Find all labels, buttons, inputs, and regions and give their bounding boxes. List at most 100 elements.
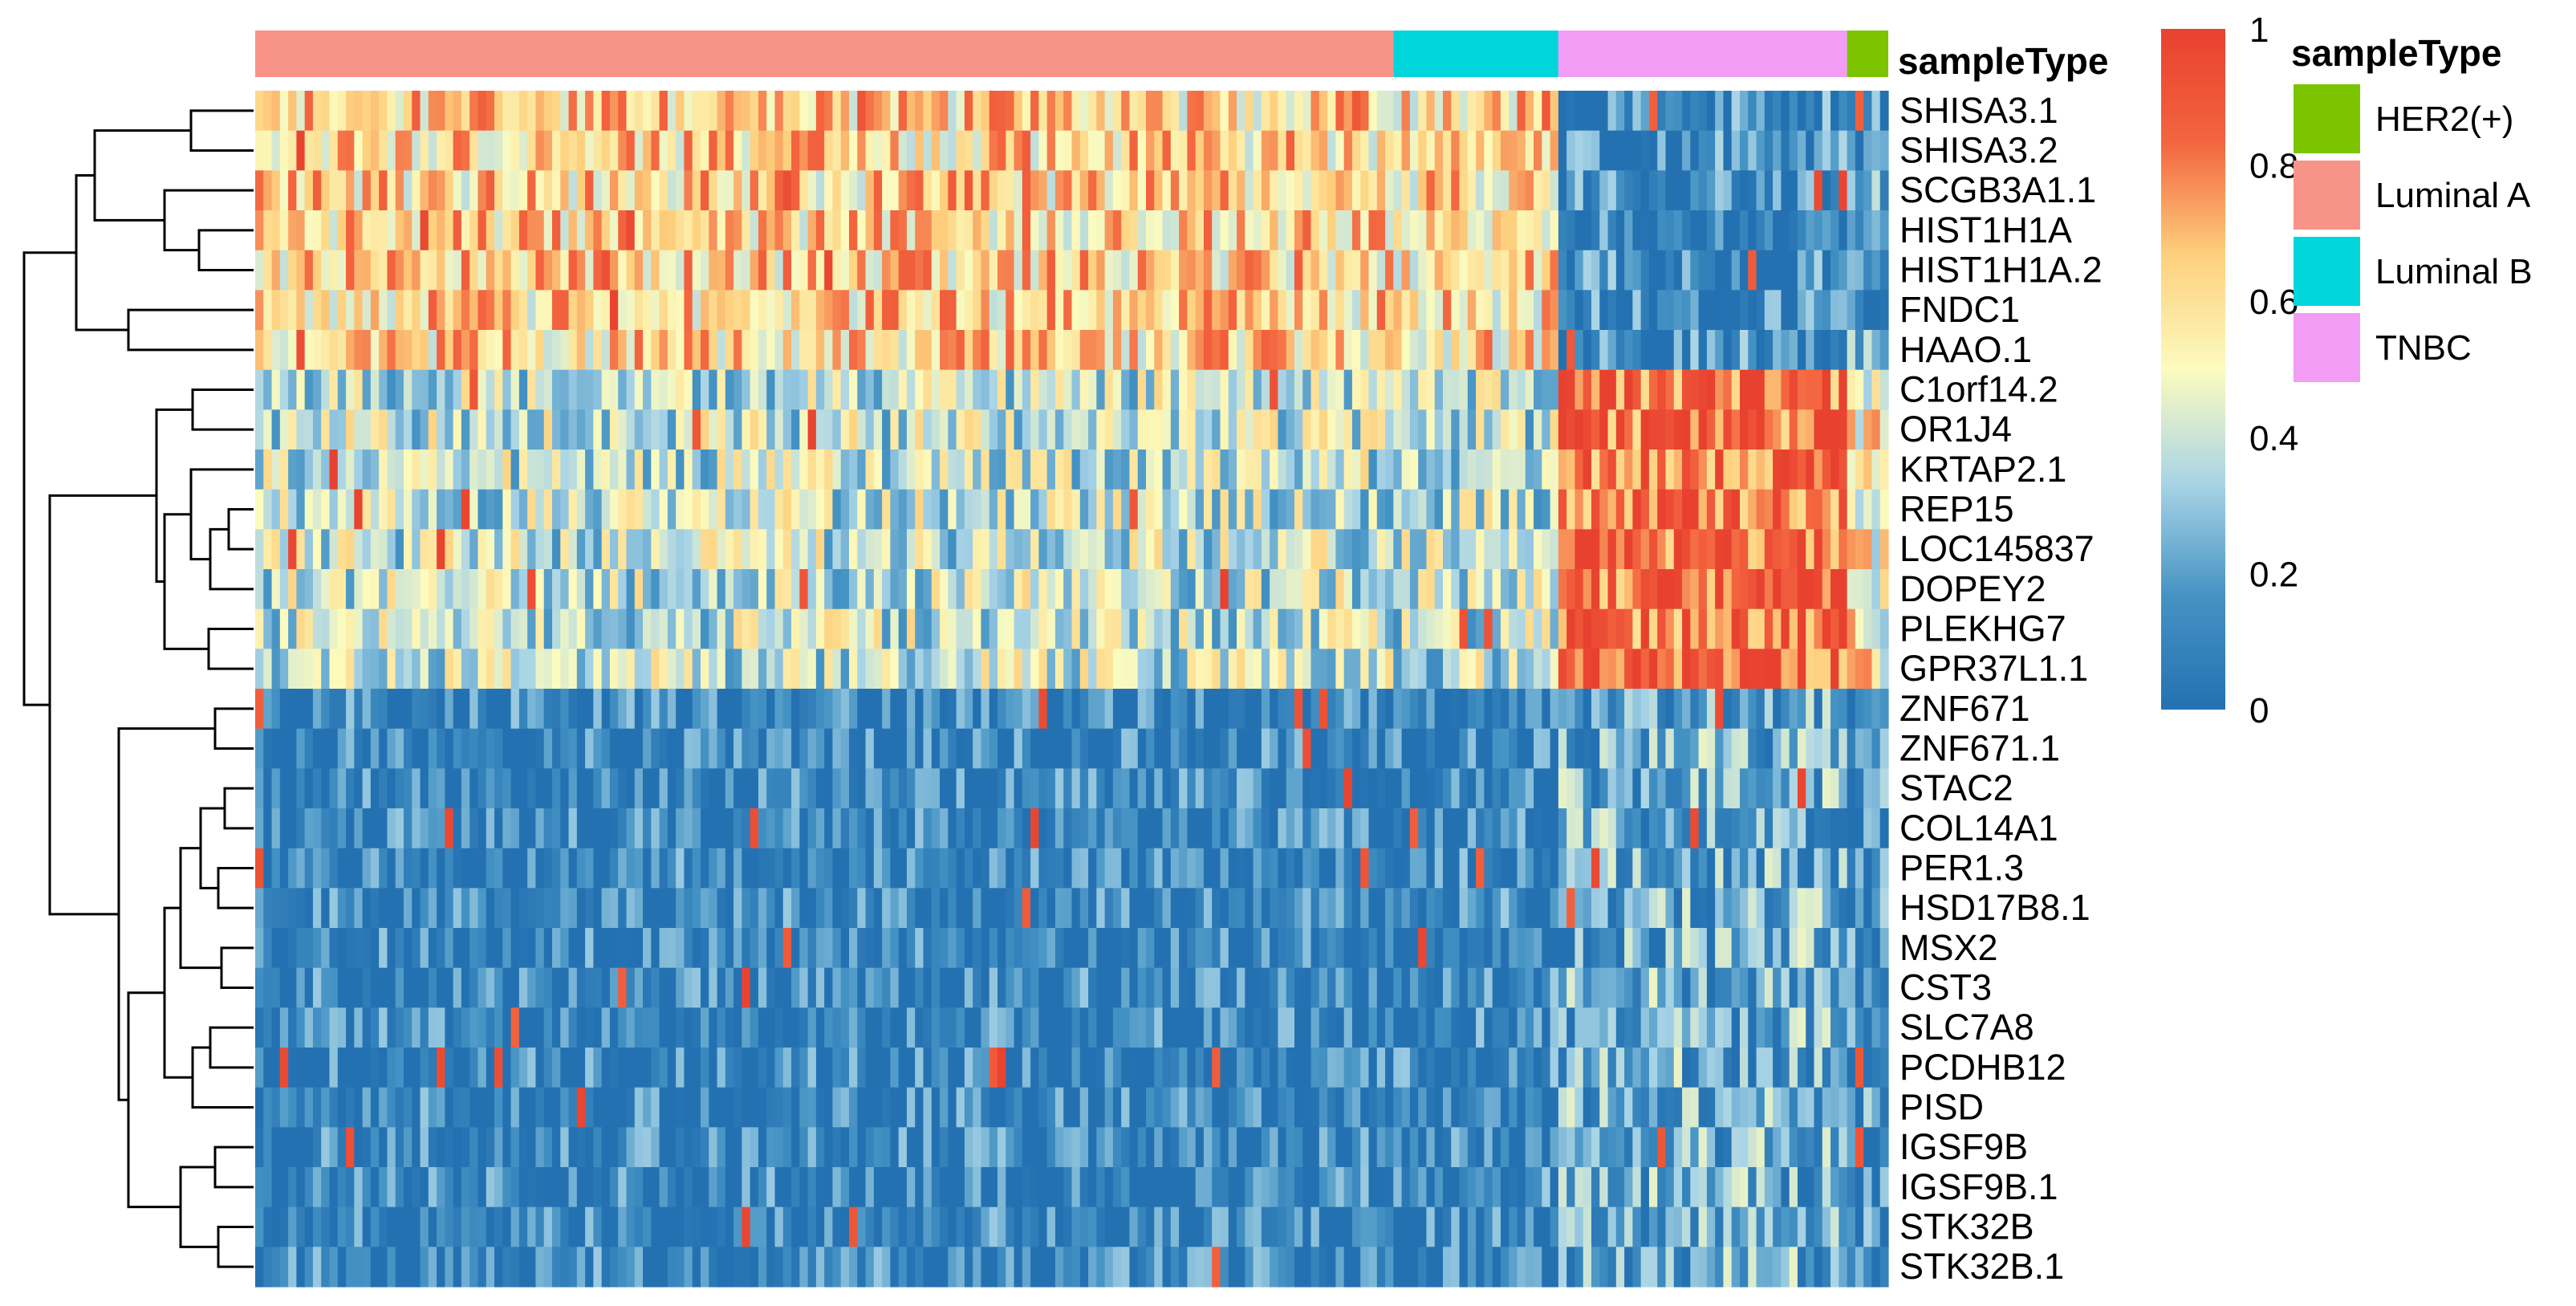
heatmap-cell — [989, 529, 998, 570]
heatmap-cell — [1863, 450, 1873, 490]
heatmap-cell — [931, 210, 941, 251]
heatmap-cell — [1764, 250, 1774, 291]
heatmap-cell — [1253, 529, 1262, 570]
heatmap-cell — [1129, 409, 1139, 450]
heatmap-cell — [701, 768, 709, 809]
heatmap-cell — [601, 290, 611, 331]
heatmap-cell — [1624, 848, 1633, 889]
heatmap-cell — [1459, 250, 1469, 291]
heatmap-cell — [1212, 450, 1221, 490]
heatmap-cell — [1673, 608, 1683, 649]
heatmap-cell — [1112, 210, 1122, 251]
heatmap-cell — [494, 848, 503, 889]
heatmap-cell — [692, 330, 701, 371]
heatmap-cell — [321, 888, 331, 929]
heatmap-cell — [1476, 529, 1485, 570]
heatmap-cell — [676, 210, 685, 251]
heatmap-cell — [1088, 369, 1097, 410]
heatmap-cell — [659, 608, 668, 649]
heatmap-cell — [989, 489, 998, 530]
heatmap-cell — [1237, 967, 1245, 1008]
heatmap-cell — [354, 808, 364, 849]
heatmap-cell — [1451, 409, 1461, 450]
heatmap-cell — [1071, 689, 1081, 730]
heatmap-cell — [1814, 649, 1823, 690]
heatmap-cell — [1615, 130, 1625, 171]
heatmap-cell — [304, 728, 314, 769]
heatmap-cell — [271, 409, 281, 450]
heatmap-cell — [1550, 808, 1559, 849]
heatmap-cell — [1343, 250, 1353, 291]
heatmap-cell — [1104, 928, 1114, 969]
heatmap-cell — [626, 250, 636, 291]
heatmap-cell — [1715, 210, 1725, 251]
heatmap-cell — [1212, 130, 1221, 171]
heatmap-cell — [304, 808, 314, 849]
heatmap-cell — [1409, 290, 1419, 331]
heatmap-cell — [1220, 689, 1229, 730]
heatmap-cell — [1748, 728, 1757, 769]
heatmap-cell — [1648, 649, 1658, 690]
heatmap-cell — [437, 1048, 445, 1088]
heatmap-cell — [1789, 768, 1798, 809]
heatmap-cell — [1195, 808, 1205, 849]
heatmap-cell — [453, 967, 462, 1008]
heatmap-cell — [312, 1087, 322, 1128]
heatmap-cell — [1764, 330, 1774, 371]
heatmap-cell — [1566, 728, 1576, 769]
heatmap-cell — [799, 250, 809, 291]
heatmap-cell — [312, 210, 322, 251]
heatmap-cell — [1525, 649, 1534, 690]
heatmap-cell — [1237, 768, 1245, 809]
heatmap-cell — [395, 91, 404, 132]
heatmap-cell — [453, 369, 462, 410]
heatmap-cell — [701, 489, 709, 530]
heatmap-cell — [354, 967, 364, 1008]
heatmap-cell — [329, 768, 339, 809]
heatmap-cell — [758, 967, 767, 1008]
heatmap-cell — [453, 409, 462, 450]
heatmap-cell — [1690, 330, 1700, 371]
heatmap-cell — [865, 608, 875, 649]
heatmap-cell — [906, 130, 916, 171]
heatmap-cell — [1261, 1048, 1270, 1088]
heatmap-cell — [997, 91, 1006, 132]
heatmap-cell — [1558, 369, 1567, 410]
heatmap-cell — [782, 409, 792, 450]
heatmap-cell — [255, 91, 264, 132]
heatmap-cell — [1137, 250, 1147, 291]
heatmap-cell — [552, 728, 561, 769]
heatmap-cell — [1318, 210, 1328, 251]
heatmap-cell — [684, 489, 693, 530]
heatmap-cell — [989, 369, 998, 410]
heatmap-cell — [387, 808, 396, 849]
heatmap-cell — [1253, 91, 1262, 132]
heatmap-cell — [651, 967, 660, 1008]
heatmap-cell — [1203, 689, 1213, 730]
heatmap-cell — [1764, 130, 1774, 171]
heatmap-cell — [1822, 450, 1831, 490]
heatmap-cell — [271, 848, 281, 889]
heatmap-cell — [1022, 250, 1031, 291]
heatmap-cell — [552, 409, 561, 450]
heatmap-cell — [1574, 450, 1584, 490]
heatmap-cell — [865, 450, 875, 490]
heatmap-cell — [1046, 250, 1056, 291]
heatmap-cell — [1368, 967, 1378, 1008]
heatmap-cell — [667, 290, 677, 331]
heatmap-cell — [1434, 409, 1444, 450]
heatmap-cell — [923, 409, 932, 450]
heatmap-cell — [1245, 689, 1254, 730]
heatmap-cell — [1418, 91, 1428, 132]
heatmap-cell — [1038, 290, 1048, 331]
heatmap-cell — [618, 608, 628, 649]
heatmap-cell — [1773, 848, 1782, 889]
heatmap-cell — [1088, 409, 1097, 450]
heatmap-cell — [651, 608, 660, 649]
heatmap-cell — [923, 1007, 932, 1048]
heatmap-cell — [750, 1007, 759, 1048]
heatmap-cell — [684, 1048, 693, 1088]
heatmap-cell — [1459, 569, 1469, 610]
heatmap-cell — [989, 848, 998, 889]
heatmap-cell — [412, 728, 421, 769]
